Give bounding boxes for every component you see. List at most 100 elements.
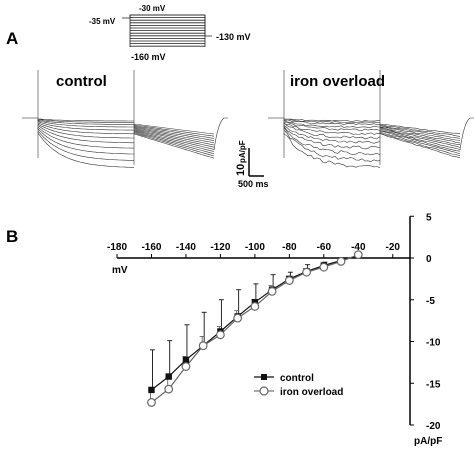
current-trace-tail <box>133 125 215 139</box>
current-trace-tail <box>379 126 461 141</box>
legend-label-control: control <box>280 373 314 384</box>
current-trace-tail <box>379 133 461 159</box>
scale-bar-value: 10 <box>235 164 247 176</box>
current-trace-step <box>283 133 381 169</box>
x-tick-label: -140 <box>176 242 196 253</box>
trace-title-control: control <box>56 73 107 90</box>
data-point-iron-overload <box>267 287 277 296</box>
data-point-iron-overload <box>250 302 260 311</box>
current-traces-iron-overload <box>268 70 474 169</box>
current-trace-tail <box>133 123 215 135</box>
current-trace-tail <box>379 128 461 148</box>
current-trace-tail <box>133 129 215 148</box>
data-point-iron-overload <box>198 341 208 351</box>
current-trace-tail <box>379 130 461 150</box>
current-trace-tail <box>133 127 215 144</box>
legend-marker-control <box>261 374 267 380</box>
current-trace-step <box>283 122 381 140</box>
voltage-protocol: -30 mV -35 mV -130 mV -160 mV <box>89 4 251 62</box>
current-trace-tail <box>133 131 215 155</box>
data-point-iron-overload <box>233 313 243 323</box>
x-tick-label: -160 <box>141 242 161 253</box>
current-trace-tail <box>379 132 461 157</box>
x-axis-label: mV <box>112 265 128 276</box>
current-trace-step <box>283 119 381 128</box>
current-trace-step <box>283 118 381 122</box>
trace-return-transient <box>213 117 228 151</box>
current-trace-tail <box>379 124 461 137</box>
x-tick-label: -180 <box>107 242 127 253</box>
protocol-holding-voltage: -35 mV <box>89 17 116 26</box>
current-trace-tail <box>379 124 461 135</box>
current-trace-step <box>37 118 134 122</box>
legend: control iron overload <box>254 373 343 398</box>
x-tick-label: -80 <box>282 242 297 253</box>
x-tick-label: -60 <box>317 242 332 253</box>
current-trace-tail <box>133 132 215 157</box>
series-line <box>151 254 359 403</box>
x-axis-ticks: -180 -160 -140 -120 -100 -80 -60 -40 -20 <box>107 242 400 258</box>
current-trace-tail <box>379 127 461 145</box>
current-trace-tail <box>379 132 461 155</box>
current-trace-step <box>37 120 134 128</box>
current-trace-tail <box>133 130 215 152</box>
data-point-control <box>165 373 172 380</box>
scale-bar: 10 pA/pF 500 ms <box>235 140 269 189</box>
data-point-iron-overload <box>164 384 174 394</box>
protocol-bottom-voltage: -160 mV <box>131 52 166 62</box>
scale-bar-unit: pA/pF <box>238 140 247 163</box>
current-trace-step <box>37 128 134 155</box>
scale-bar-time: 500 ms <box>238 179 269 189</box>
y-axis-label: pA/pF <box>414 436 442 447</box>
legend-marker-iron-overload <box>259 386 269 396</box>
panel-a-label: A <box>6 29 18 48</box>
data-point-iron-overload <box>181 362 191 371</box>
current-trace-step <box>37 119 134 125</box>
y-axis-ticks: 5 0 -5 -10 -15 -20 <box>410 212 441 432</box>
data-point-control <box>182 356 190 364</box>
current-trace-step <box>283 129 381 162</box>
current-trace-step <box>37 118 134 123</box>
current-trace-step <box>37 123 134 139</box>
current-trace-step <box>283 121 381 131</box>
trace-title-iron-overload: iron overload <box>290 73 385 90</box>
current-trace-tail <box>133 128 215 146</box>
current-trace-step <box>37 122 134 135</box>
current-trace-step <box>283 118 381 124</box>
current-trace-step <box>37 124 134 144</box>
current-trace-tail <box>133 133 215 159</box>
trace-return-transient <box>459 117 474 151</box>
data-point-iron-overload <box>147 398 156 407</box>
current-trace-tail <box>133 124 215 137</box>
current-traces-control <box>22 70 228 168</box>
current-trace-step <box>37 121 134 131</box>
panel-b-label: B <box>6 227 18 246</box>
data-point-iron-overload <box>216 330 225 340</box>
x-tick-label: -120 <box>210 242 230 253</box>
data-point-iron-overload <box>319 262 329 272</box>
current-trace-tail <box>379 131 461 152</box>
current-trace-tail <box>379 125 461 139</box>
data-point-iron-overload <box>336 256 346 266</box>
protocol-top-voltage: -30 mV <box>139 4 166 13</box>
current-trace-step <box>37 132 134 168</box>
data-point-iron-overload <box>302 267 311 277</box>
legend-label-iron-overload: iron overload <box>280 387 343 398</box>
y-tick-label: 0 <box>426 254 432 265</box>
x-tick-label: -20 <box>386 242 401 253</box>
current-trace-tail <box>379 127 461 144</box>
data-point-control <box>148 386 155 394</box>
y-tick-label: -20 <box>426 421 441 432</box>
current-trace-step <box>283 124 381 144</box>
current-trace-tail <box>133 126 215 141</box>
current-trace-tail <box>133 130 215 150</box>
current-trace-step <box>37 130 134 161</box>
y-tick-label: -5 <box>426 296 435 307</box>
data-point-iron-overload <box>353 250 363 260</box>
x-tick-label: -40 <box>351 242 366 253</box>
protocol-return-voltage: -130 mV <box>216 32 251 42</box>
y-tick-label: 5 <box>426 212 432 223</box>
current-trace-step <box>37 126 134 149</box>
y-tick-label: -15 <box>426 379 441 390</box>
